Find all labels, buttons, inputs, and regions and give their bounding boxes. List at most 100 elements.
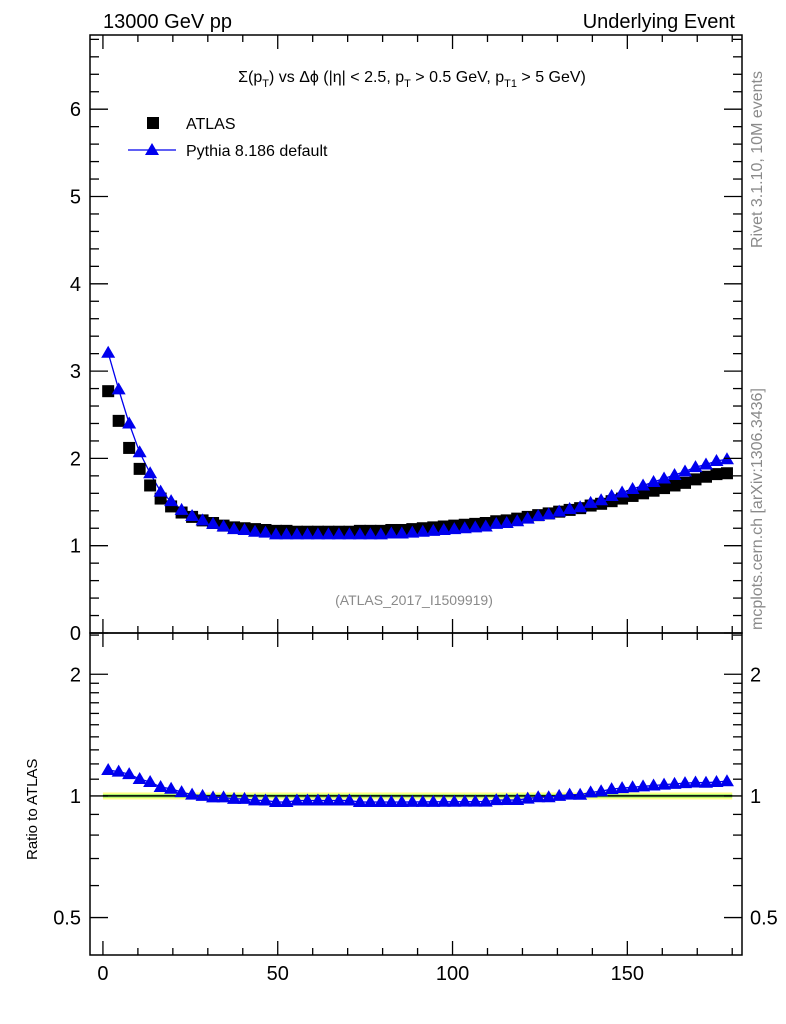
ratio-mc-point (143, 774, 158, 787)
mc-point (457, 521, 472, 534)
atlas-point (679, 476, 692, 489)
y-tick-label: 3 (70, 361, 81, 383)
mc-point (688, 460, 703, 473)
ratio-mc-point (310, 793, 325, 806)
ratio-mc-point (394, 794, 409, 807)
ratio-mc-point (573, 787, 588, 800)
ratio-mc-point (300, 793, 315, 806)
ratio-mc-point (206, 790, 221, 803)
header-left: 13000 GeV pp (103, 11, 232, 33)
ratio-mc-point (667, 776, 682, 789)
title-text: > 5 GeV) (517, 69, 586, 86)
title-subscript: T1 (504, 78, 517, 90)
ratio-y-tick-label-left: 0.5 (53, 908, 81, 930)
mc-point (541, 507, 556, 520)
mc-point (310, 527, 325, 540)
title-text: ) vs Δϕ (|η| < 2.5, p (269, 69, 404, 86)
mc-point (646, 474, 661, 487)
mc-point (268, 527, 283, 540)
ratio-mc-point (321, 793, 336, 806)
ratio-mc-point (583, 785, 598, 798)
ratio-mc-point (405, 794, 420, 807)
mc-point (426, 523, 441, 536)
ratio-y-tick-label-left: 2 (70, 664, 81, 686)
ratio-mc-point (636, 779, 651, 792)
x-tick-label: 50 (267, 963, 289, 985)
ratio-mc-point (625, 780, 640, 793)
mc-point (101, 345, 116, 358)
mc-point (657, 471, 672, 484)
legend-atlas-label: ATLAS (186, 116, 236, 133)
mc-point (321, 527, 336, 540)
mc-point (583, 495, 598, 508)
atlas-point (144, 479, 157, 492)
mc-point (373, 527, 388, 540)
mc-point (531, 509, 546, 522)
ratio-mc-point (279, 795, 294, 808)
mc-point (300, 527, 315, 540)
ratio-mc-point (657, 777, 672, 790)
legend: ATLAS Pythia 8.186 default (128, 116, 328, 160)
rivet-label: Rivet 3.1.10, 10M events (749, 71, 766, 248)
mc-point (573, 500, 588, 513)
chart-title: Σ(pT) vs Δϕ (|η| < 2.5, pT > 0.5 GeV, pT… (238, 69, 586, 90)
mc-point (153, 484, 168, 497)
mc-point (342, 527, 357, 540)
y-tick-label: 1 (70, 536, 81, 558)
atlas-point (668, 479, 681, 492)
ratio-mc-point (510, 792, 525, 805)
atlas-point (720, 467, 733, 480)
atlas-point (647, 484, 660, 497)
ratio-mc-point (342, 793, 357, 806)
mc-point (468, 520, 483, 533)
ratio-mc-point (478, 794, 493, 807)
mc-point (122, 416, 137, 429)
ratio-mc-point (646, 778, 661, 791)
mc-point (216, 519, 231, 532)
atlas-point (112, 414, 125, 427)
legend-mc-marker (145, 143, 159, 155)
mc-point (698, 457, 713, 470)
ratio-mc-point (688, 775, 703, 788)
ratio-mc-point (698, 775, 713, 788)
ratio-mc-point (132, 772, 147, 785)
ratio-mc-point (426, 794, 441, 807)
ratio-mc-point (363, 795, 378, 808)
ratio-mc-point (216, 790, 231, 803)
ratio-y-tick-label-right: 1 (750, 786, 761, 808)
header-right: Underlying Event (583, 11, 736, 33)
mc-point (111, 382, 126, 395)
ratio-mc-point (237, 791, 252, 804)
ratio-mc-point (562, 787, 577, 800)
mc-point (478, 519, 493, 532)
ratio-mc-point (122, 767, 137, 780)
mc-point (164, 494, 179, 507)
x-tick-label: 100 (436, 963, 469, 985)
ratio-mc-point (719, 774, 734, 787)
ratio-mc-point (415, 794, 430, 807)
ratio-mc-point (258, 793, 273, 806)
title-text: > 0.5 GeV, p (411, 69, 504, 86)
mc-point (289, 527, 304, 540)
mc-point (331, 527, 346, 540)
y-tick-label: 6 (70, 99, 81, 121)
mc-point (363, 527, 378, 540)
mc-point (625, 481, 640, 494)
mc-point (143, 466, 158, 479)
mc-point (615, 485, 630, 498)
main-panel (101, 345, 734, 540)
ratio-mc-point (153, 780, 168, 793)
atlas-point (658, 482, 671, 495)
ratio-mc-point (436, 794, 451, 807)
ratio-mc-point (195, 788, 210, 801)
mc-point (499, 516, 514, 529)
ratio-y-tick-label-right: 0.5 (750, 908, 778, 930)
axes: 0 50 100 150 0 1 2 3 4 5 6 0.5 0.5 1 1 2 2 (53, 34, 778, 985)
mc-point (405, 525, 420, 538)
mc-point (248, 524, 263, 537)
ratio-mc-point (457, 794, 472, 807)
y-tick-label: 2 (70, 448, 81, 470)
ratio-frame (89, 632, 743, 956)
ratio-mc-point (111, 764, 126, 777)
mc-point (552, 504, 567, 517)
